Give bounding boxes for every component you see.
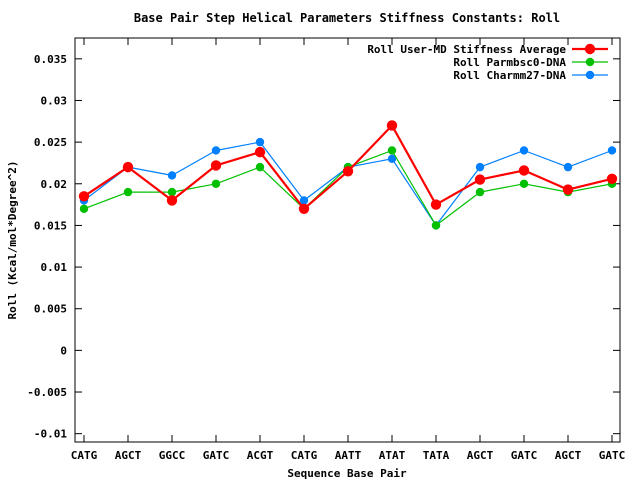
x-tick-label: CATG <box>71 449 98 462</box>
data-point <box>475 187 485 197</box>
data-point <box>254 146 266 158</box>
data-point <box>298 203 310 214</box>
y-tick-label: 0.03 <box>41 94 68 107</box>
data-point <box>123 187 133 197</box>
series-line <box>83 149 613 226</box>
data-point <box>78 191 90 202</box>
y-axis-title: Roll (Kcal/mol*Degree^2) <box>6 161 19 320</box>
data-point <box>255 162 265 172</box>
data-point <box>299 196 309 205</box>
series-3 <box>79 137 617 230</box>
data-point <box>167 171 177 180</box>
y-tick-label: 0.01 <box>41 261 68 274</box>
series-line <box>83 141 613 226</box>
x-tick-label: AATT <box>335 449 362 462</box>
legend-label: Roll Charmm27-DNA <box>453 69 566 82</box>
legend-label: Roll Parmbsc0-DNA <box>453 56 566 69</box>
y-tick-label: 0 <box>60 344 67 357</box>
x-tick-label: CATG <box>291 449 318 462</box>
data-point <box>342 166 354 177</box>
y-tick-label: 0.035 <box>34 53 67 66</box>
data-point <box>386 120 398 131</box>
data-point <box>255 137 265 147</box>
data-point <box>430 199 442 210</box>
plot-area-border <box>74 37 621 443</box>
data-point <box>166 195 178 206</box>
y-tick-label: 0.015 <box>34 219 67 232</box>
x-tick-label: TATA <box>423 449 450 462</box>
legend-marker <box>585 57 595 67</box>
x-axis-title: Sequence Base Pair <box>287 467 407 480</box>
data-point <box>474 174 486 185</box>
y-tick-label: -0.005 <box>27 386 67 399</box>
legend-marker <box>584 43 596 55</box>
data-point <box>387 146 397 155</box>
x-tick-label: GATC <box>203 449 230 462</box>
data-point <box>519 179 529 188</box>
data-point <box>211 179 221 188</box>
data-point <box>519 146 529 155</box>
legend-label: Roll User-MD Stiffness Average <box>367 43 566 56</box>
x-tick-label: ACGT <box>247 449 274 462</box>
x-axis: CATG AGCT GGCC GATC ACGT CATG AATT ATAT TATA AGCT… <box>71 38 626 462</box>
series-layer <box>78 120 618 230</box>
legend-marker <box>585 70 595 80</box>
x-tick-label: AGCT <box>467 449 494 462</box>
chart-title: Base Pair Step Helical Parameters Stiffn… <box>134 11 560 25</box>
y-tick-label: 0.005 <box>34 303 67 316</box>
data-point <box>431 221 441 230</box>
series-2 <box>79 146 617 230</box>
data-point <box>562 184 574 195</box>
y-tick-label: 0.025 <box>34 136 67 149</box>
data-point <box>607 146 617 155</box>
data-point <box>563 162 573 172</box>
x-tick-label: ATAT <box>379 449 406 462</box>
data-point <box>475 162 485 172</box>
y-tick-label: 0.02 <box>41 178 68 191</box>
x-tick-label: AGCT <box>115 449 142 462</box>
x-tick-label: AGCT <box>555 449 582 462</box>
data-point <box>122 161 134 173</box>
data-point <box>387 154 397 163</box>
series-1 <box>78 120 618 214</box>
data-point <box>167 187 177 197</box>
x-tick-label: GATC <box>511 449 538 462</box>
data-point <box>211 146 221 155</box>
y-axis: -0.01 -0.005 0 0.005 0.01 0.015 0.02 0.025 0.03 0… <box>27 53 620 441</box>
data-point <box>79 204 89 213</box>
y-tick-label: -0.01 <box>34 428 67 441</box>
data-point <box>518 165 530 176</box>
x-tick-label: GATC <box>599 449 626 462</box>
x-tick-label: GGCC <box>159 449 186 462</box>
data-point <box>210 160 222 171</box>
data-point <box>606 173 618 184</box>
